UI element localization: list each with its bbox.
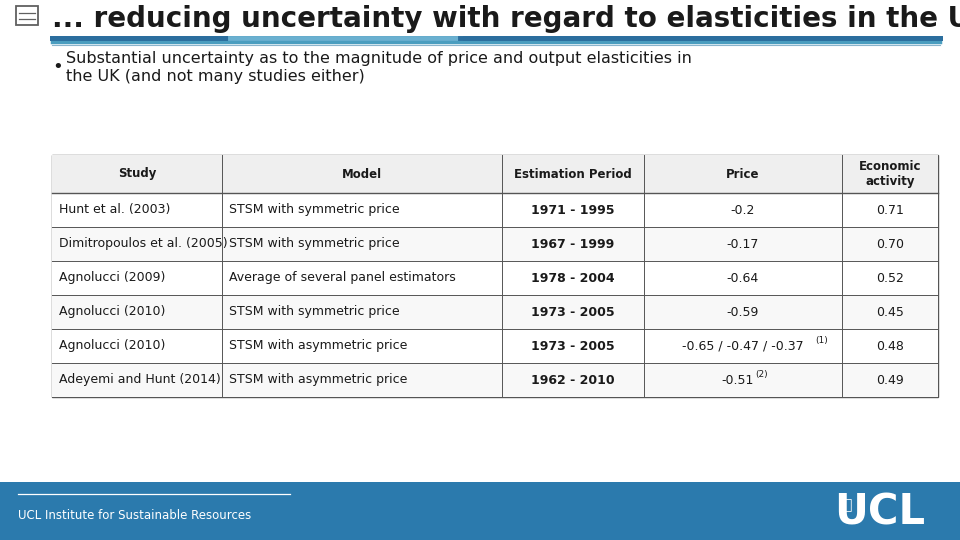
Text: 1971 - 1995: 1971 - 1995 — [531, 204, 614, 217]
Text: ... reducing uncertainty with regard to elasticities in the UK: ... reducing uncertainty with regard to … — [52, 5, 960, 33]
Text: Agnolucci (2010): Agnolucci (2010) — [59, 306, 165, 319]
Text: 0.48: 0.48 — [876, 340, 903, 353]
Text: 0.71: 0.71 — [876, 204, 903, 217]
Text: Economic
activity: Economic activity — [858, 160, 921, 188]
Text: UCL Institute for Sustainable Resources: UCL Institute for Sustainable Resources — [18, 509, 252, 522]
Text: (1): (1) — [815, 336, 828, 346]
Text: Average of several panel estimators: Average of several panel estimators — [228, 272, 456, 285]
Text: 0.70: 0.70 — [876, 238, 903, 251]
Text: Estimation Period: Estimation Period — [515, 167, 632, 180]
Text: -0.17: -0.17 — [727, 238, 759, 251]
Text: -0.64: -0.64 — [727, 272, 759, 285]
Text: 1973 - 2005: 1973 - 2005 — [531, 340, 614, 353]
Bar — [52, 155, 938, 397]
Text: the UK (and not many studies either): the UK (and not many studies either) — [66, 69, 365, 84]
Text: Price: Price — [726, 167, 759, 180]
Text: 0.52: 0.52 — [876, 272, 903, 285]
Bar — [52, 155, 938, 193]
Text: 1962 - 2010: 1962 - 2010 — [531, 374, 614, 387]
Text: STSM with symmetric price: STSM with symmetric price — [228, 238, 399, 251]
Text: STSM with symmetric price: STSM with symmetric price — [228, 204, 399, 217]
Text: Substantial uncertainty as to the magnitude of price and output elasticities in: Substantial uncertainty as to the magnit… — [66, 51, 692, 66]
Text: Adeyemi and Hunt (2014): Adeyemi and Hunt (2014) — [59, 374, 221, 387]
Text: •: • — [52, 58, 62, 76]
Text: UCL: UCL — [834, 491, 925, 533]
Text: STSM with asymmetric price: STSM with asymmetric price — [228, 374, 407, 387]
Bar — [0, 482, 960, 540]
Bar — [52, 227, 938, 261]
Bar — [52, 193, 938, 227]
Bar — [16, 6, 38, 25]
Text: 0.45: 0.45 — [876, 306, 903, 319]
Text: Model: Model — [342, 167, 382, 180]
Text: 1978 - 2004: 1978 - 2004 — [531, 272, 614, 285]
Text: -0.65 / -0.47 / -0.37: -0.65 / -0.47 / -0.37 — [683, 340, 804, 353]
Text: -0.2: -0.2 — [731, 204, 756, 217]
Bar — [52, 261, 938, 295]
Bar — [52, 329, 938, 363]
Text: STSM with asymmetric price: STSM with asymmetric price — [228, 340, 407, 353]
Text: Agnolucci (2010): Agnolucci (2010) — [59, 340, 165, 353]
Text: 1967 - 1999: 1967 - 1999 — [532, 238, 614, 251]
Text: STSM with symmetric price: STSM with symmetric price — [228, 306, 399, 319]
Text: -0.51: -0.51 — [722, 374, 755, 387]
Text: 1973 - 2005: 1973 - 2005 — [531, 306, 614, 319]
Text: ⛪: ⛪ — [843, 498, 852, 512]
Text: Dimitropoulos et al. (2005): Dimitropoulos et al. (2005) — [59, 238, 228, 251]
Text: Study: Study — [118, 167, 156, 180]
Bar — [52, 363, 938, 397]
Text: Agnolucci (2009): Agnolucci (2009) — [59, 272, 165, 285]
Text: -0.59: -0.59 — [727, 306, 759, 319]
Text: 0.49: 0.49 — [876, 374, 903, 387]
Text: Hunt et al. (2003): Hunt et al. (2003) — [59, 204, 170, 217]
Bar — [52, 295, 938, 329]
Text: (2): (2) — [755, 370, 768, 380]
